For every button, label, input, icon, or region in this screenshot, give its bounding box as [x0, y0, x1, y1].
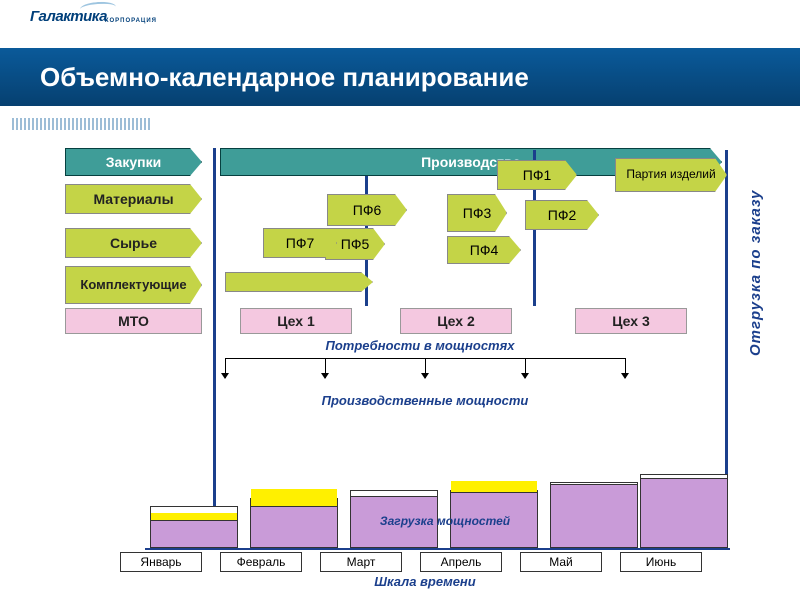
- workshop-3: Цех 3: [575, 308, 687, 334]
- pf6: ПФ6: [327, 194, 407, 226]
- capacity-bar: [550, 482, 638, 548]
- capacity-chart: [150, 448, 728, 548]
- decor-stripes: [12, 118, 152, 130]
- planning-diagram: Закупки Производство Материалы Сырье Ком…: [65, 148, 745, 578]
- brand-logo: Галактика КОРПОРАЦИЯ: [30, 8, 107, 25]
- pf7: ПФ7: [263, 228, 337, 258]
- arrow-down-icon: [325, 358, 326, 378]
- pf1: ПФ1: [497, 160, 577, 190]
- block-components: Комплектующие: [65, 266, 202, 304]
- timeline-label: Шкала времени: [345, 574, 505, 589]
- month-mar: Март: [320, 552, 402, 572]
- brand-sub: КОРПОРАЦИЯ: [105, 18, 157, 24]
- mto: МТО: [65, 308, 202, 334]
- month-jun: Июнь: [620, 552, 702, 572]
- capacity-bar: [150, 506, 238, 548]
- brand-name: Галактика: [30, 8, 107, 25]
- workshop-1: Цех 1: [240, 308, 352, 334]
- month-jan: Январь: [120, 552, 202, 572]
- needs-label: Потребности в мощностях: [305, 338, 535, 353]
- page-title: Объемно-календарное планирование: [40, 62, 529, 93]
- pf-flow-bar: [225, 272, 373, 292]
- capacity-baseline: [145, 548, 730, 550]
- arrow-down-icon: [525, 358, 526, 378]
- title-band: Объемно-календарное планирование: [0, 48, 800, 106]
- pf4: ПФ4: [447, 236, 521, 264]
- month-feb: Февраль: [220, 552, 302, 572]
- capacity-bar: [250, 498, 338, 548]
- block-raw: Сырье: [65, 228, 202, 258]
- block-materials: Материалы: [65, 184, 202, 214]
- section-purchases: Закупки: [65, 148, 202, 176]
- month-may: Май: [520, 552, 602, 572]
- arrow-down-icon: [225, 358, 226, 378]
- capacities-label: Производственные мощности: [295, 393, 555, 408]
- pf2: ПФ2: [525, 200, 599, 230]
- pf-batch: Партия изделий: [615, 158, 727, 192]
- arrow-down-icon: [625, 358, 626, 378]
- pf3: ПФ3: [447, 194, 507, 232]
- workshop-2: Цех 2: [400, 308, 512, 334]
- capacity-bar: [640, 474, 728, 548]
- load-label: Загрузка мощностей: [365, 514, 525, 528]
- shipping-label: Отгрузка по заказу: [747, 158, 764, 388]
- month-apr: Апрель: [420, 552, 502, 572]
- arrow-down-icon: [425, 358, 426, 378]
